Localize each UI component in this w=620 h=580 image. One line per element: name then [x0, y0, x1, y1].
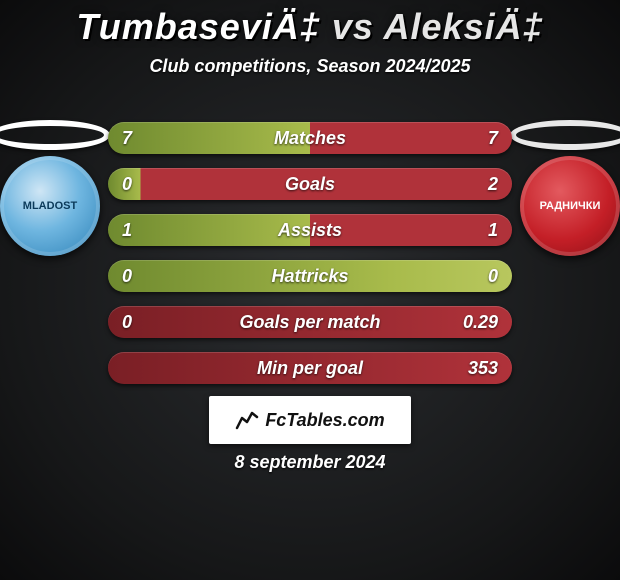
stat-label: Goals per match — [108, 306, 512, 338]
stat-row: 0Goals2 — [108, 168, 512, 200]
stat-row: Min per goal353 — [108, 352, 512, 384]
stat-right-value: 7 — [488, 122, 498, 154]
brand-chart-icon — [235, 408, 259, 432]
stat-right-value: 353 — [468, 352, 498, 384]
stat-right-value: 0 — [488, 260, 498, 292]
team-left-box: MLADOST — [0, 120, 110, 256]
stat-label: Matches — [108, 122, 512, 154]
title: TumbaseviÄ‡ vs AleksiÄ‡ — [0, 0, 620, 48]
team-right-crest-icon: РАДНИЧКИ — [520, 156, 620, 256]
vs-text: vs — [332, 6, 374, 47]
team-right-crest-label: РАДНИЧКИ — [540, 200, 601, 212]
stat-label: Assists — [108, 214, 512, 246]
team-left-crest-label: MLADOST — [23, 200, 77, 212]
stat-label: Goals — [108, 168, 512, 200]
stat-right-value: 2 — [488, 168, 498, 200]
subtitle: Club competitions, Season 2024/2025 — [0, 56, 620, 77]
stat-label: Hattricks — [108, 260, 512, 292]
brand-badge: FcTables.com — [209, 396, 411, 444]
stat-row: 1Assists1 — [108, 214, 512, 246]
player2-name: AleksiÄ‡ — [384, 6, 544, 47]
date-text: 8 september 2024 — [0, 452, 620, 473]
stat-right-value: 0.29 — [463, 306, 498, 338]
stat-right-value: 1 — [488, 214, 498, 246]
stat-row: 0Hattricks0 — [108, 260, 512, 292]
team-right-ring-icon — [510, 120, 620, 150]
player1-name: TumbaseviÄ‡ — [76, 6, 320, 47]
stat-label: Min per goal — [108, 352, 512, 384]
team-right-box: РАДНИЧКИ — [510, 120, 620, 256]
infographic-root: TumbaseviÄ‡ vs AleksiÄ‡ Club competition… — [0, 0, 620, 580]
team-left-ring-icon — [0, 120, 110, 150]
team-left-crest-icon: MLADOST — [0, 156, 100, 256]
stat-rows: 7Matches70Goals21Assists10Hattricks00Goa… — [108, 122, 512, 398]
brand-text: FcTables.com — [265, 410, 384, 431]
stat-row: 7Matches7 — [108, 122, 512, 154]
stat-row: 0Goals per match0.29 — [108, 306, 512, 338]
